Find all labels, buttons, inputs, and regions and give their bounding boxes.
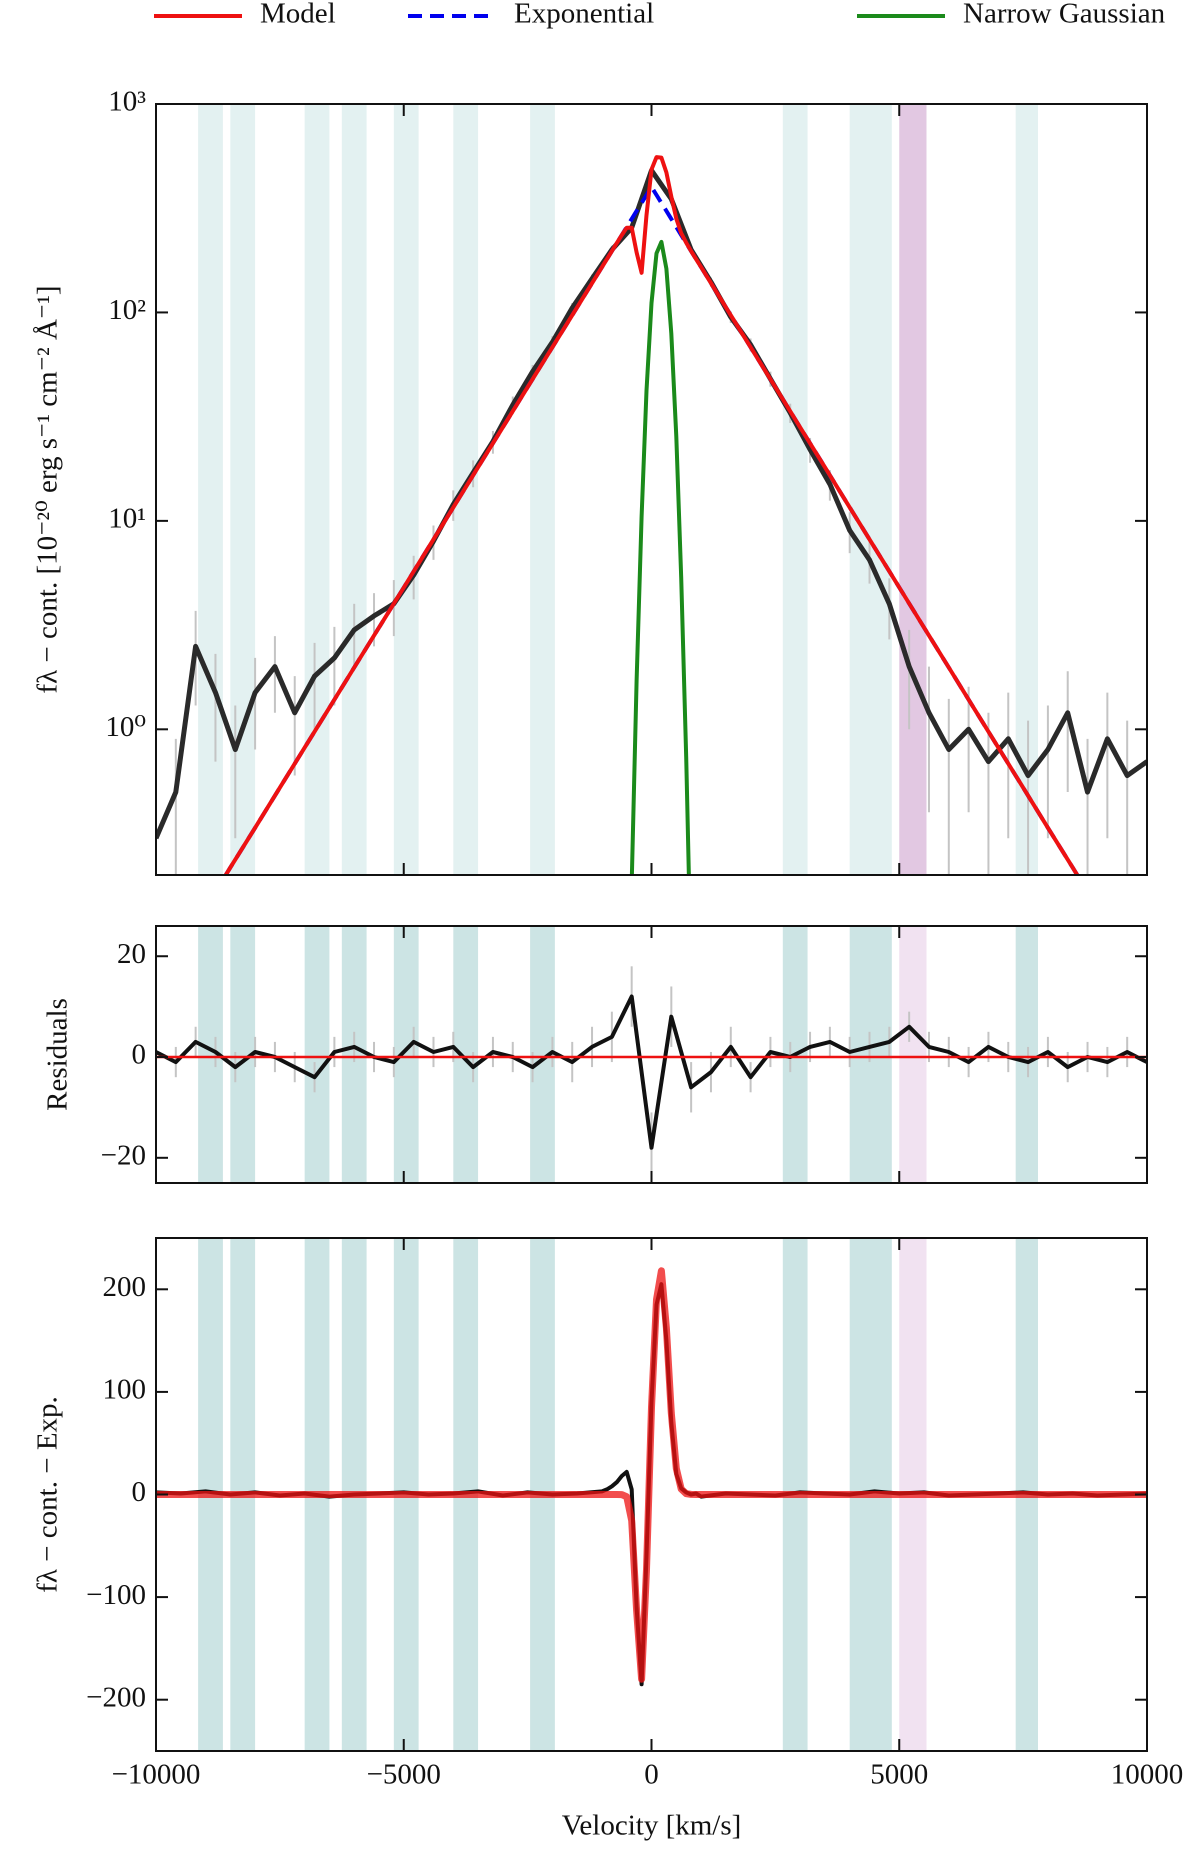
x-tick-label: 5000 bbox=[870, 1759, 928, 1791]
x-tick-label: 10000 bbox=[1111, 1759, 1184, 1791]
x-axis-label: Velocity [km/s] bbox=[562, 1810, 742, 1842]
y-tick-label: 10⁰ bbox=[105, 711, 146, 743]
shaded-span bbox=[453, 926, 479, 1183]
y-tick-label: −20 bbox=[101, 1139, 146, 1171]
plot-area bbox=[156, 926, 1147, 1183]
y-tick-label: 100 bbox=[103, 1374, 147, 1406]
y-axis-label: fλ − cont. − Exp. bbox=[32, 1396, 64, 1593]
model-line bbox=[223, 155, 1080, 875]
y-tick-label: 0 bbox=[132, 1476, 147, 1508]
panel: −20 0 20 Residuals bbox=[42, 925, 1148, 1184]
shaded-span bbox=[304, 926, 330, 1183]
x-tick-label: −5000 bbox=[367, 1759, 441, 1791]
panel: −10000 −5000 0 5000 10000 −200 −100 0 100 200 fλ −… bbox=[32, 1237, 1184, 1842]
legend-label: Narrow Gaussian bbox=[963, 0, 1166, 30]
x-tick-label: −10000 bbox=[112, 1759, 201, 1791]
model-line bbox=[629, 239, 691, 875]
shaded-span bbox=[782, 104, 808, 875]
y-tick-label: −100 bbox=[86, 1579, 146, 1611]
shaded-span bbox=[1015, 926, 1038, 1183]
y-tick-label: 200 bbox=[103, 1271, 147, 1303]
data-line bbox=[156, 1267, 1147, 1683]
y-tick-label: 20 bbox=[117, 938, 146, 970]
data-line bbox=[156, 994, 1147, 1150]
legend-label: Exponential bbox=[514, 0, 654, 30]
shaded-span bbox=[304, 104, 330, 875]
y-axis-label: Residuals bbox=[42, 998, 74, 1111]
shaded-span bbox=[198, 104, 223, 875]
shaded-span bbox=[230, 104, 256, 875]
shaded-span bbox=[899, 926, 927, 1183]
shaded-span bbox=[899, 104, 927, 875]
legend-label: Model bbox=[260, 0, 336, 30]
shaded-span bbox=[849, 926, 892, 1183]
y-tick-label: 10² bbox=[108, 294, 146, 326]
shaded-span bbox=[1015, 104, 1038, 875]
shaded-span bbox=[341, 104, 367, 875]
x-tick-label: 0 bbox=[644, 1759, 659, 1791]
shaded-span bbox=[393, 104, 419, 875]
plot-area bbox=[156, 1238, 1147, 1751]
plot-area bbox=[156, 104, 1147, 875]
shaded-span bbox=[530, 104, 555, 875]
y-tick-label: 10³ bbox=[108, 86, 146, 118]
shaded-span bbox=[849, 104, 892, 875]
y-tick-label: −200 bbox=[86, 1681, 146, 1713]
y-tick-label: 0 bbox=[132, 1039, 147, 1071]
panel: 10⁰ 10¹ 10² 10³ fλ − cont. [10⁻²⁰ erg s⁻¹ cm… bbox=[32, 86, 1148, 876]
y-axis-label: fλ − cont. [10⁻²⁰ erg s⁻¹ cm⁻² Å⁻¹] bbox=[32, 285, 64, 693]
shaded-span bbox=[393, 926, 419, 1183]
y-tick-label: 10¹ bbox=[108, 503, 146, 535]
